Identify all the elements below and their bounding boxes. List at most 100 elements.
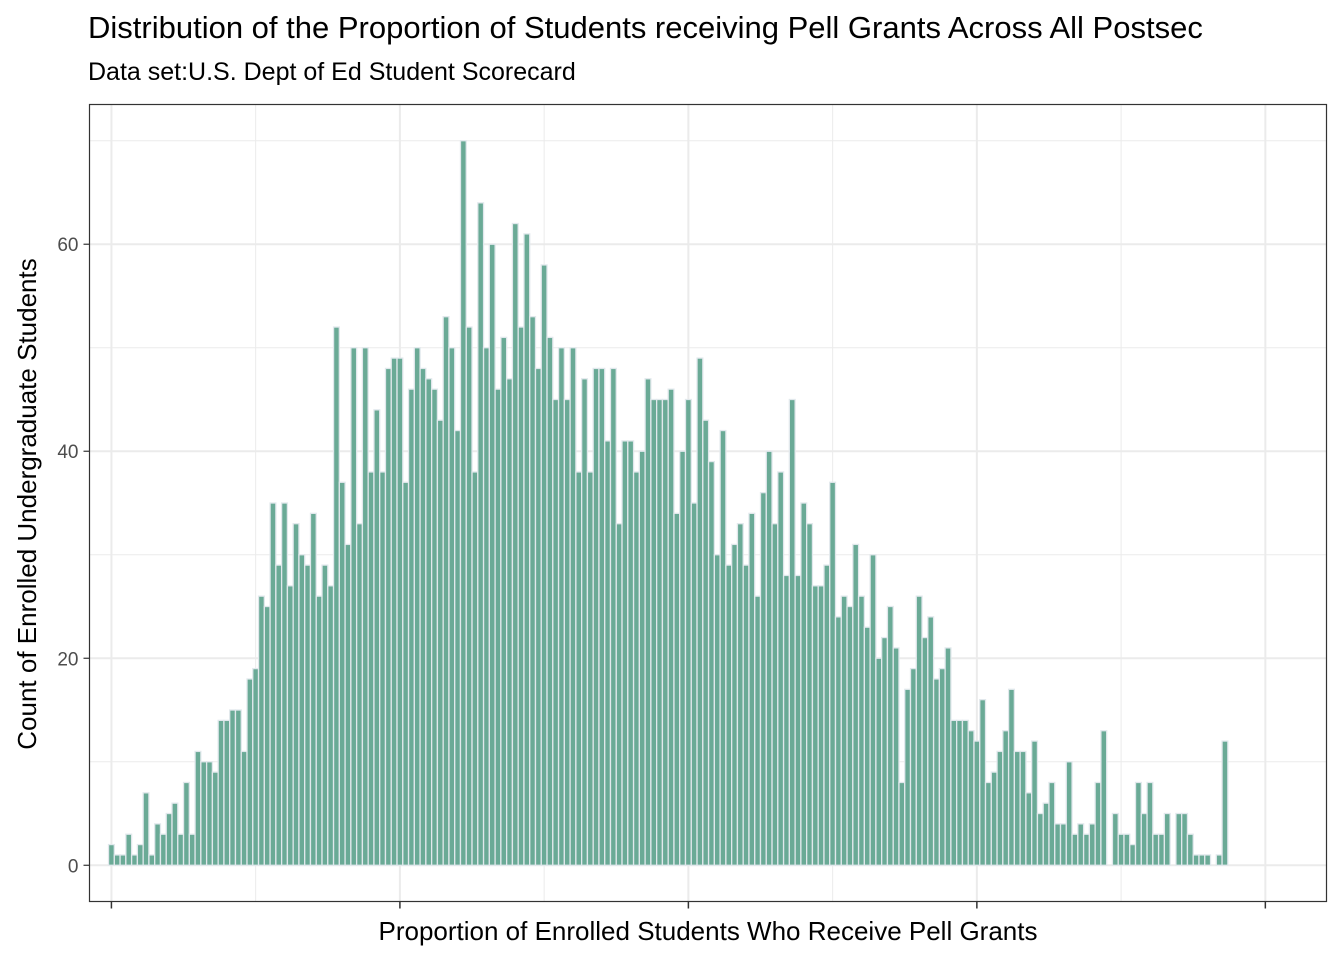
x-axis-title: Proportion of Enrolled Students Who Rece…: [378, 916, 1037, 946]
histogram-bar: [950, 719, 958, 866]
histogram-bar: [788, 398, 796, 866]
histogram-bar: [961, 719, 969, 866]
histogram-bar: [1175, 812, 1183, 866]
histogram-bar: [309, 512, 317, 866]
histogram-bar: [800, 502, 808, 866]
histogram-bar: [500, 336, 508, 866]
histogram-bar: [915, 595, 923, 866]
histogram-bar: [275, 564, 283, 866]
plot-panel-border: [88, 103, 1328, 903]
histogram-bar: [725, 564, 733, 866]
histogram-bar: [402, 481, 410, 866]
histogram-bar: [1042, 802, 1050, 866]
histogram-bar: [1157, 833, 1166, 866]
histogram-bar: [938, 667, 946, 866]
histogram-bar: [696, 357, 704, 866]
histogram-bar: [425, 378, 433, 866]
histogram-bar: [1007, 688, 1016, 866]
histogram-bar: [817, 585, 825, 866]
histogram-bar: [852, 543, 860, 866]
histogram-bar: [656, 398, 664, 866]
histogram-bar: [1071, 833, 1079, 866]
histogram-bar: [1163, 812, 1171, 866]
histogram-bar: [1082, 833, 1091, 866]
histogram-bar: [598, 367, 606, 866]
histogram-bar: [367, 471, 375, 866]
histogram-bar: [304, 564, 312, 866]
y-tick-label: 40: [57, 442, 78, 463]
histogram-bar: [465, 326, 473, 866]
histogram-bar: [165, 812, 173, 866]
histogram-bar: [580, 378, 589, 866]
y-tick-label: 20: [57, 649, 78, 670]
histogram-bar: [621, 440, 629, 866]
histogram-bar: [257, 595, 265, 866]
histogram-bar: [829, 481, 837, 866]
histogram-bar: [298, 554, 306, 866]
histogram-bar: [269, 502, 277, 866]
histogram-bar: [575, 471, 583, 866]
histogram-bar: [286, 585, 294, 866]
histogram-bar: [823, 564, 831, 866]
histogram-bar: [932, 678, 941, 866]
histogram-bars: [107, 140, 1229, 866]
histogram-bar: [875, 657, 883, 866]
histogram-bar: [442, 316, 450, 866]
histogram-bar: [1036, 812, 1044, 866]
histogram-bar: [454, 429, 462, 866]
chart-title: Distribution of the Proportion of Studen…: [88, 10, 1203, 45]
histogram-bar: [246, 678, 254, 866]
histogram-bar: [661, 398, 669, 866]
histogram-bar: [973, 740, 981, 866]
histogram-bar: [742, 564, 750, 866]
histogram-bar: [921, 636, 929, 866]
histogram-bar: [477, 202, 485, 866]
histogram-bar: [234, 709, 242, 866]
histogram-bar: [1221, 740, 1229, 866]
histogram-bar: [1088, 823, 1096, 866]
histogram-bar: [944, 647, 952, 866]
histogram-bar: [592, 367, 600, 866]
histogram-bar: [569, 347, 577, 866]
histogram-bar: [771, 523, 779, 866]
histogram-bar: [315, 595, 323, 866]
histogram-bar: [679, 450, 687, 866]
histogram-bar: [557, 347, 565, 866]
histogram-bar: [1192, 854, 1200, 866]
histogram-bar: [632, 471, 640, 866]
y-axis-title: Count of Enrolled Undergraduate Students: [12, 258, 42, 749]
histogram-bar: [719, 429, 727, 866]
histogram-bar: [857, 595, 866, 866]
histogram-bar: [1065, 761, 1073, 866]
histogram-bar: [840, 595, 848, 866]
histogram-bar: [759, 491, 767, 866]
histogram-bar: [834, 616, 842, 866]
histogram-bar: [194, 750, 202, 866]
histogram-bar: [892, 647, 900, 866]
histogram-bar: [546, 336, 554, 866]
histogram-bar: [794, 574, 802, 866]
histogram-bar: [604, 440, 612, 866]
histogram-bar: [113, 854, 121, 866]
histogram-bar: [229, 709, 237, 866]
histogram-bar: [355, 523, 364, 866]
chart-subtitle: Data set:U.S. Dept of Ed Student Scoreca…: [88, 58, 576, 86]
histogram-bar: [459, 140, 467, 866]
histogram-bar: [211, 771, 219, 866]
histogram-bar: [119, 854, 127, 866]
histogram-bar: [136, 843, 144, 866]
histogram-bar: [1111, 812, 1119, 866]
histogram-bar: [1019, 750, 1027, 866]
x-axis: [110, 901, 1267, 909]
histogram-bar: [125, 833, 133, 866]
y-axis: 0 20 40 60: [57, 235, 90, 877]
histogram-bar: [332, 326, 340, 866]
histogram-bar: [350, 347, 358, 866]
histogram-bar: [517, 326, 525, 866]
histogram-bar: [200, 761, 208, 866]
histogram-bar: [188, 833, 196, 866]
histogram-bar: [765, 450, 773, 866]
histogram-bar: [736, 523, 744, 866]
histogram-bar: [419, 367, 427, 866]
histogram-bar: [684, 398, 692, 866]
